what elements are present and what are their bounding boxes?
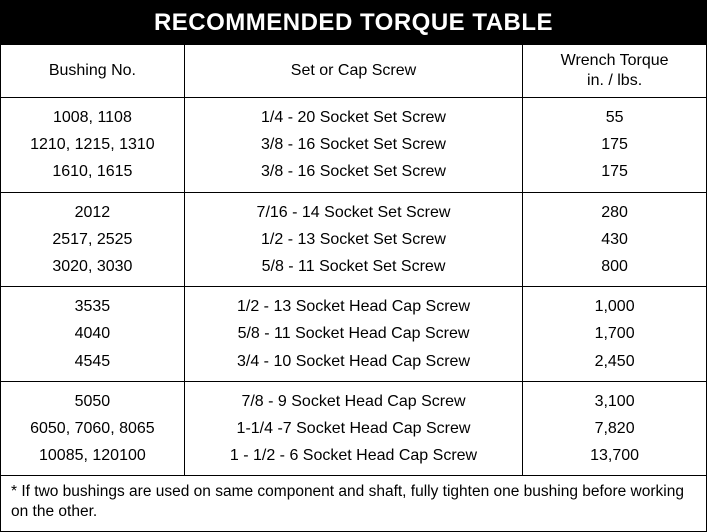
cell-torque: 280 bbox=[523, 192, 706, 226]
table-row: 35351/2 - 13 Socket Head Cap Screw1,000 bbox=[1, 287, 706, 321]
cell-torque: 3,100 bbox=[523, 381, 706, 415]
cell-torque: 175 bbox=[523, 158, 706, 192]
table-title: RECOMMENDED TORQUE TABLE bbox=[1, 1, 706, 45]
cell-bushing: 4040 bbox=[1, 320, 184, 347]
torque-table: Bushing No. Set or Cap Screw Wrench Torq… bbox=[1, 45, 706, 476]
cell-screw: 3/8 - 16 Socket Set Screw bbox=[184, 158, 522, 192]
cell-torque: 7,820 bbox=[523, 415, 706, 442]
cell-torque: 800 bbox=[523, 253, 706, 287]
cell-torque: 2,450 bbox=[523, 348, 706, 382]
col-header-bushing: Bushing No. bbox=[1, 45, 184, 98]
cell-torque: 55 bbox=[523, 98, 706, 132]
header-row: Bushing No. Set or Cap Screw Wrench Torq… bbox=[1, 45, 706, 98]
cell-bushing: 10085, 120100 bbox=[1, 442, 184, 476]
table-row: 1610, 16153/8 - 16 Socket Set Screw175 bbox=[1, 158, 706, 192]
cell-bushing: 2517, 2525 bbox=[1, 226, 184, 253]
cell-screw: 1/2 - 13 Socket Set Screw bbox=[184, 226, 522, 253]
cell-bushing: 1210, 1215, 1310 bbox=[1, 131, 184, 158]
cell-bushing: 2012 bbox=[1, 192, 184, 226]
table-row: 45453/4 - 10 Socket Head Cap Screw2,450 bbox=[1, 348, 706, 382]
col-header-torque: Wrench Torque in. / lbs. bbox=[523, 45, 706, 98]
cell-screw: 7/16 - 14 Socket Set Screw bbox=[184, 192, 522, 226]
cell-screw: 5/8 - 11 Socket Set Screw bbox=[184, 253, 522, 287]
table-row: 50507/8 - 9 Socket Head Cap Screw3,100 bbox=[1, 381, 706, 415]
cell-bushing: 1610, 1615 bbox=[1, 158, 184, 192]
footnote: * If two bushings are used on same compo… bbox=[1, 476, 706, 530]
cell-screw: 5/8 - 11 Socket Head Cap Screw bbox=[184, 320, 522, 347]
table-row: 1210, 1215, 13103/8 - 16 Socket Set Scre… bbox=[1, 131, 706, 158]
cell-screw: 3/8 - 16 Socket Set Screw bbox=[184, 131, 522, 158]
table-row: 1008, 11081/4 - 20 Socket Set Screw55 bbox=[1, 98, 706, 132]
table-row: 6050, 7060, 80651-1/4 -7 Socket Head Cap… bbox=[1, 415, 706, 442]
table-row: 3020, 30305/8 - 11 Socket Set Screw800 bbox=[1, 253, 706, 287]
cell-torque: 1,700 bbox=[523, 320, 706, 347]
cell-bushing: 5050 bbox=[1, 381, 184, 415]
cell-torque: 13,700 bbox=[523, 442, 706, 476]
cell-screw: 1/4 - 20 Socket Set Screw bbox=[184, 98, 522, 132]
cell-screw: 7/8 - 9 Socket Head Cap Screw bbox=[184, 381, 522, 415]
cell-bushing: 4545 bbox=[1, 348, 184, 382]
table-row: 20127/16 - 14 Socket Set Screw280 bbox=[1, 192, 706, 226]
cell-torque: 430 bbox=[523, 226, 706, 253]
cell-bushing: 3535 bbox=[1, 287, 184, 321]
cell-torque: 1,000 bbox=[523, 287, 706, 321]
table-row: 2517, 25251/2 - 13 Socket Set Screw430 bbox=[1, 226, 706, 253]
table-row: 40405/8 - 11 Socket Head Cap Screw1,700 bbox=[1, 320, 706, 347]
torque-table-container: RECOMMENDED TORQUE TABLE Bushing No. Set… bbox=[0, 0, 707, 532]
cell-screw: 1 - 1/2 - 6 Socket Head Cap Screw bbox=[184, 442, 522, 476]
cell-screw: 1-1/4 -7 Socket Head Cap Screw bbox=[184, 415, 522, 442]
cell-torque: 175 bbox=[523, 131, 706, 158]
col-header-screw: Set or Cap Screw bbox=[184, 45, 522, 98]
table-row: 10085, 1201001 - 1/2 - 6 Socket Head Cap… bbox=[1, 442, 706, 476]
cell-bushing: 1008, 1108 bbox=[1, 98, 184, 132]
cell-bushing: 6050, 7060, 8065 bbox=[1, 415, 184, 442]
cell-bushing: 3020, 3030 bbox=[1, 253, 184, 287]
cell-screw: 1/2 - 13 Socket Head Cap Screw bbox=[184, 287, 522, 321]
cell-screw: 3/4 - 10 Socket Head Cap Screw bbox=[184, 348, 522, 382]
